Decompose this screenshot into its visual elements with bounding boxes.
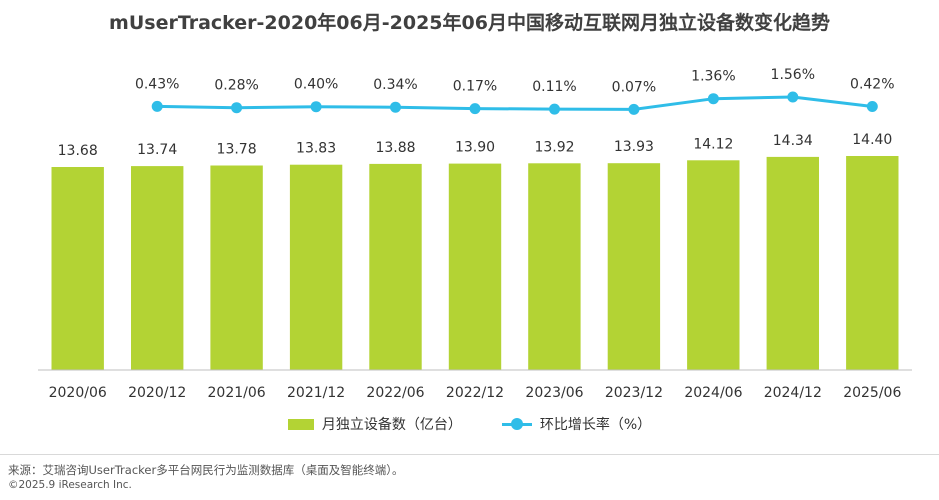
x-tick-label: 2025/06 <box>843 385 901 400</box>
growth-rate-point <box>787 91 799 103</box>
x-tick-label: 2020/06 <box>49 385 107 400</box>
bar-2023-12 <box>607 163 661 370</box>
x-tick-label: 2022/12 <box>446 385 504 400</box>
growth-rate-label: 0.07% <box>612 79 656 95</box>
chart-title: mUserTracker-2020年06月-2025年06月中国移动互联网月独立… <box>109 12 830 34</box>
bar-2025-06 <box>846 156 899 370</box>
growth-rate-point <box>231 102 243 114</box>
x-tick-label: 2021/06 <box>208 385 266 400</box>
bar-2024-12 <box>766 156 819 370</box>
growth-rate-point <box>310 101 322 113</box>
growth-rate-point <box>866 101 878 112</box>
growth-rate-point <box>707 93 719 105</box>
bar-value-label: 13.68 <box>58 143 98 159</box>
line-layer <box>151 91 878 115</box>
x-tick-label: 2024/12 <box>764 385 822 400</box>
growth-rate-point <box>549 103 560 115</box>
source-note: 来源：艾瑞咨询UserTracker多平台网民行为监测数据库（桌面及智能终端）。 <box>8 463 404 477</box>
bar-value-label: 13.93 <box>614 139 654 155</box>
bar-2022-06 <box>369 163 422 370</box>
bar-2020-06 <box>51 167 104 370</box>
legend-line-label: 环比增长率（%） <box>539 417 652 433</box>
bar-value-label: 14.34 <box>773 133 813 149</box>
growth-rate-point <box>469 103 481 115</box>
line-labels-layer: 0.43% 0.28% 0.40% 0.34% 0.17% 0.11% 0.07% 1.36%… <box>135 67 895 95</box>
bar-value-label: 14.12 <box>693 136 733 152</box>
x-ticks-layer: 2020/06 2020/12 2021/06 2021/12 2022/06 2022/… <box>49 385 902 400</box>
x-tick-label: 2024/06 <box>684 385 742 400</box>
bar-value-label: 13.92 <box>534 139 574 155</box>
x-tick-label: 2021/12 <box>287 385 345 400</box>
growth-rate-label: 1.36% <box>691 69 735 85</box>
bar-2024-06 <box>687 160 740 370</box>
growth-rate-label: 0.11% <box>532 79 576 95</box>
chart-svg: 13.68 13.74 13.78 13.83 13.88 13.90 13.92 13.93… <box>38 67 912 400</box>
growth-rate-label: 1.56% <box>771 67 815 83</box>
legend-bar-label: 月独立设备数（亿台） <box>321 417 462 433</box>
growth-rate-point <box>628 103 640 115</box>
growth-rate-label: 0.42% <box>850 77 894 93</box>
growth-rate-label: 0.40% <box>294 77 338 93</box>
bar-2023-06 <box>528 163 581 370</box>
legend: 月独立设备数（亿台） 环比增长率（%） <box>0 414 939 434</box>
x-tick-label: 2023/06 <box>525 385 583 400</box>
growth-rate-point <box>390 101 401 113</box>
growth-rate-point <box>151 100 163 112</box>
bar-2021-12 <box>289 164 343 370</box>
bar-value-label: 13.74 <box>137 142 177 158</box>
growth-rate-label: 0.28% <box>214 78 258 94</box>
bar-2020-12 <box>131 166 184 370</box>
bar-value-label: 14.40 <box>852 132 892 148</box>
bar-value-label: 13.88 <box>375 140 415 156</box>
bar-value-label: 13.78 <box>217 142 257 158</box>
bar-2021-06 <box>210 165 263 370</box>
growth-rate-label: 0.34% <box>373 77 417 93</box>
growth-rate-label: 0.43% <box>135 76 179 92</box>
x-tick-label: 2022/06 <box>366 385 424 400</box>
bar-value-label: 13.83 <box>296 141 336 157</box>
legend-item-bar: 月独立设备数（亿台） <box>287 414 462 434</box>
bars-layer <box>51 156 899 370</box>
bar-labels-layer: 13.68 13.74 13.78 13.83 13.88 13.90 13.92 13.93… <box>58 132 893 159</box>
legend-item-line: 环比增长率（%） <box>501 414 652 434</box>
growth-rate-label: 0.17% <box>453 79 497 95</box>
x-tick-label: 2020/12 <box>128 385 186 400</box>
bar-2022-12 <box>448 163 502 370</box>
legend-line-swatch <box>501 418 532 430</box>
growth-rate-line <box>157 95 873 111</box>
bar-value-label: 13.90 <box>455 140 495 156</box>
copyright-note: ©2025.9 iResearch Inc. <box>8 479 132 491</box>
footer-divider <box>0 454 939 455</box>
legend-bar-swatch <box>287 418 314 430</box>
x-tick-label: 2023/12 <box>605 385 663 400</box>
